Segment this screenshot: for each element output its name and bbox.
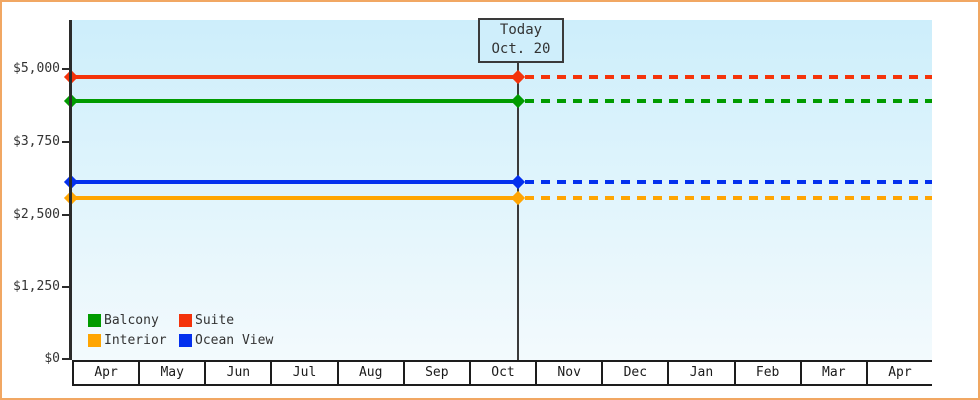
x-axis-month-cell: Apr [72,362,138,384]
y-tick-mark [62,286,70,288]
legend: Balcony Suite Interior Ocean View [88,312,274,348]
legend-label: Interior [104,332,167,348]
ocean-view-price-line-dashed [525,180,932,184]
y-tick-mark [62,68,70,70]
y-axis-line [69,20,72,360]
x-axis-month-cell: Apr [865,362,932,384]
interior-price-line-solid [72,196,519,200]
plot-area: Today Oct. 20 [63,18,932,360]
x-axis-month-cell: Nov [535,362,601,384]
x-axis-month-cell: Jul [270,362,336,384]
series-suite [63,20,932,360]
suite-price-line-solid [72,75,519,79]
ocean-view-swatch-icon [179,333,192,347]
today-annotation-line2: Oct. 20 [491,41,551,57]
x-axis-month-cell: Sep [402,362,469,384]
y-tick-mark [62,141,70,143]
x-axis-month-cell: May [138,362,204,384]
y-tick-mark [62,214,70,216]
today-vertical-line [517,59,519,360]
balcony-price-line-dashed [525,99,932,103]
x-axis-month-cell: Feb [733,362,800,384]
y-axis-label: $0 [44,351,60,366]
x-axis-month-band: Apr May Jun Jul Aug Sep Oct Nov Dec Jan … [72,360,932,386]
today-annotation-line1: Today [499,22,543,38]
y-axis-label: $2,500 [13,207,60,222]
suite-price-line-dashed [525,75,932,79]
series-balcony [63,20,932,360]
suite-swatch-icon [179,313,192,327]
x-axis-month-cell: Jan [667,362,733,384]
x-axis-month-cell: Mar [799,362,866,384]
x-axis-month-cell: Aug [336,362,403,384]
legend-item-suite: Suite [179,312,273,328]
interior-price-line-dashed [525,196,932,200]
legend-label: Suite [195,312,235,328]
series-interior [63,20,932,360]
balcony-swatch-icon [88,313,101,327]
interior-swatch-icon [88,333,101,347]
y-axis-label: $1,250 [13,279,60,294]
y-tick-mark [62,358,70,360]
legend-label: Ocean View [195,332,274,348]
y-axis-label: $5,000 [13,61,60,76]
ocean-view-price-line-solid [72,180,519,184]
legend-item-interior: Interior [88,332,179,348]
legend-item-balcony: Balcony [88,312,179,328]
series-ocean-view [63,20,932,360]
y-axis-label: $3,750 [13,134,60,149]
today-annotation-box: Today Oct. 20 [478,18,564,63]
balcony-price-line-solid [72,99,519,103]
x-axis-month-cell: Oct [468,362,535,384]
legend-label: Balcony [104,312,159,328]
legend-item-ocean-view: Ocean View [179,332,274,348]
x-axis-month-cell: Dec [601,362,667,384]
x-axis-month-cell: Jun [204,362,270,384]
